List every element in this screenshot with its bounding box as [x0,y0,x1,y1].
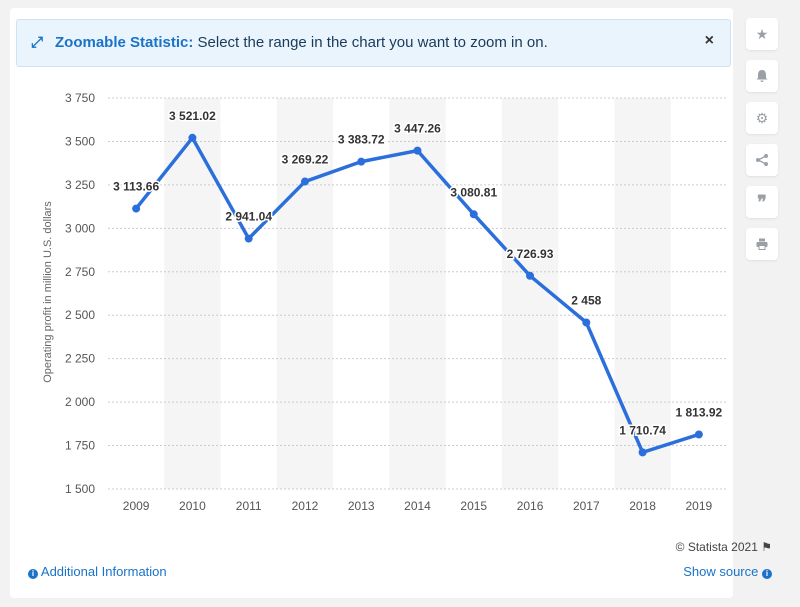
data-point[interactable] [357,157,366,166]
data-label: 3 447.26 [394,122,441,136]
data-point[interactable] [526,271,535,280]
x-tick-label: 2014 [404,499,431,513]
info-icon: i [28,569,38,579]
sidebar: ★ ⚙ ❞ [746,18,778,270]
x-tick-label: 2015 [460,499,487,513]
favorite-button[interactable]: ★ [746,18,778,50]
data-label: 3 383.72 [338,133,385,147]
y-tick-label: 1 750 [65,439,95,453]
x-tick-label: 2018 [629,499,656,513]
data-point[interactable] [694,430,703,439]
data-label: 2 458 [571,294,601,308]
column-band [389,98,446,489]
info-icon: i [762,569,772,579]
x-tick-label: 2016 [517,499,544,513]
cite-button[interactable]: ❞ [746,186,778,218]
data-label: 2 941.04 [225,210,272,224]
y-tick-label: 3 250 [65,178,95,192]
data-label: 1 710.74 [619,423,666,437]
y-tick-label: 3 750 [65,91,95,105]
close-icon[interactable]: × [704,32,714,49]
y-tick-label: 2 750 [65,265,95,279]
copyright[interactable]: © Statista 2021 ⚑ [676,540,772,554]
x-tick-label: 2011 [236,499,262,513]
y-tick-label: 2 500 [65,308,95,322]
x-tick-labels: 2009 2010 2011 2012 2013 2014 2015 2016 2017 2018… [123,499,713,513]
print-button[interactable] [746,228,778,260]
data-labels: 3 113.66 3 521.02 2 941.04 3 269.22 3 383.72… [112,107,724,439]
data-points [132,133,703,457]
column-band [614,98,671,489]
y-tick-labels: 1 500 1 750 2 000 2 250 2 500 2 750 3 000 3 250… [65,91,95,496]
copyright-text: © Statista 2021 [675,540,758,554]
x-tick-label: 2009 [123,499,150,513]
additional-info-link[interactable]: i Additional Information [28,564,167,579]
data-point[interactable] [244,234,253,243]
bell-icon [756,70,768,82]
data-point[interactable] [582,318,591,327]
x-tick-label: 2019 [686,499,713,513]
settings-button[interactable]: ⚙ [746,102,778,134]
y-tick-label: 3 000 [65,221,95,235]
y-axis-label: Operating profit in million U.S. dollars [42,201,54,383]
additional-info-label: Additional Information [40,564,167,579]
quote-icon: ❞ [757,191,767,212]
y-tick-label: 3 500 [65,134,95,148]
x-tick-label: 2010 [179,499,206,513]
data-point[interactable] [132,204,141,213]
data-label: 3 521.02 [169,109,216,123]
column-band [164,98,221,489]
banner-message: Select the range in the chart you want t… [193,34,548,51]
data-point[interactable] [188,133,197,142]
y-tick-label: 1 500 [65,482,95,496]
y-tick-label: 2 000 [65,395,95,409]
data-point[interactable] [413,146,422,155]
column-band [276,98,334,489]
data-label: 3 269.22 [282,153,329,167]
print-icon [756,238,768,250]
chart-card [10,8,733,598]
banner-text: Zoomable Statistic: Select the range in … [55,34,548,51]
show-source-link[interactable]: Show source i [683,564,772,579]
data-label: 1 813.92 [676,405,723,419]
data-label: 3 080.81 [450,185,497,199]
data-label: 2 726.93 [507,247,554,261]
gear-icon: ⚙ [755,109,769,126]
data-point[interactable] [469,210,478,219]
data-point[interactable] [300,177,309,186]
zoom-banner: ⤢ Zoomable Statistic: Select the range i… [16,19,731,67]
y-tick-label: 2 250 [65,352,95,366]
flag-icon: ⚑ [761,540,772,554]
x-tick-label: 2012 [292,499,319,513]
share-button[interactable] [746,144,778,176]
share-icon [756,154,768,166]
data-label: 3 113.66 [113,180,159,194]
notification-button[interactable] [746,60,778,92]
x-tick-label: 2017 [573,499,600,513]
gridlines [108,97,727,490]
star-icon: ★ [755,25,769,42]
data-point[interactable] [638,448,647,457]
banner-title: Zoomable Statistic: [55,34,194,51]
x-tick-label: 2013 [348,499,375,513]
expand-icon: ⤢ [31,34,44,51]
show-source-label: Show source [683,564,759,579]
